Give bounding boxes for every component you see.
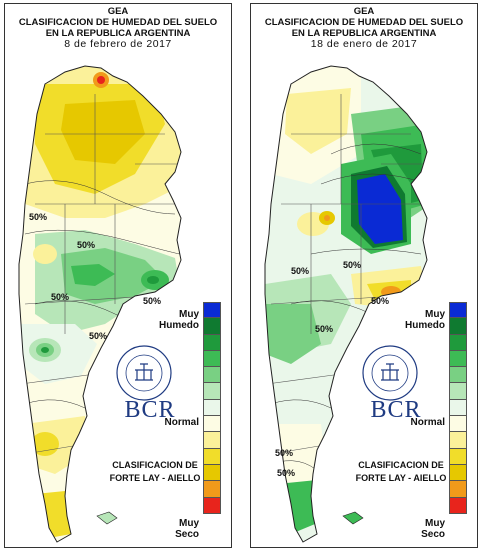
legend-swatch <box>203 350 221 368</box>
map-panel-feb: 50% 50% 50% 50% 50% GEA CLASIFICACION DE… <box>4 3 232 548</box>
legend-swatch <box>203 318 221 335</box>
legend-swatch <box>449 350 467 368</box>
map-header: GEA CLASIFICACION DE HUMEDAD DEL SUELO E… <box>5 6 231 50</box>
legend-swatch <box>449 334 467 351</box>
contour-label: 50% <box>315 324 333 334</box>
malvinas-islands <box>96 511 118 525</box>
map-panel-jan: 50% 50% 50% 50% 50% 50% GEA CLASIFICACIO… <box>250 3 478 548</box>
map-header: GEA CLASIFICACION DE HUMEDAD DEL SUELO E… <box>251 6 477 50</box>
bcr-seal-icon <box>362 345 418 401</box>
argentina-map-jan: 50% 50% 50% 50% 50% 50% <box>264 65 428 543</box>
malvinas-islands <box>342 511 364 525</box>
bcr-logo: BCR <box>124 397 176 423</box>
legend-swatch <box>449 416 467 433</box>
header-date: 18 de enero de 2017 <box>310 38 418 50</box>
legend-swatch <box>203 367 221 384</box>
header-subtitle: EN LA REPUBLICA ARGENTINA <box>291 28 437 39</box>
contour-label: 50% <box>29 212 47 222</box>
legend-swatch <box>449 464 467 482</box>
contour-label: 50% <box>51 292 69 302</box>
argentina-map-feb: 50% 50% 50% 50% 50% <box>18 65 182 543</box>
legend-scale <box>449 302 467 514</box>
bcr-logo: BCR <box>370 397 422 423</box>
legend-swatch <box>449 481 467 498</box>
legend-swatch <box>203 481 221 498</box>
legend-label-humid: Muy Humedo <box>405 309 445 331</box>
legend-swatch <box>203 334 221 351</box>
contour-label: 50% <box>275 448 293 458</box>
legend-label-dry: Muy Seco <box>421 518 445 540</box>
header-org: GEA <box>353 6 375 17</box>
legend-swatch <box>449 497 467 514</box>
legend-label-dry: Muy Seco <box>175 518 199 540</box>
legend-label-humid: Muy Humedo <box>159 309 199 331</box>
legend-swatch <box>203 464 221 482</box>
classification-caption: CLASIFICACION DE FORTE LAY - AIELLO <box>109 460 201 483</box>
legend-swatch <box>449 302 467 319</box>
header-date: 8 de febrero de 2017 <box>64 38 172 50</box>
contour-label: 50% <box>89 331 107 341</box>
legend-swatch <box>203 383 221 400</box>
contour-label: 50% <box>277 468 295 478</box>
contour-label: 50% <box>343 260 361 270</box>
bcr-seal-icon <box>116 345 172 401</box>
legend-swatch <box>449 367 467 384</box>
contour-label: 50% <box>143 296 161 306</box>
legend-swatch <box>203 302 221 319</box>
header-title: CLASIFICACION DE HUMEDAD DEL SUELO <box>18 17 218 28</box>
legend-label-normal: Normal <box>410 417 445 428</box>
header-subtitle: EN LA REPUBLICA ARGENTINA <box>45 28 191 39</box>
contour-label: 50% <box>291 266 309 276</box>
classification-caption: CLASIFICACION DE FORTE LAY - AIELLO <box>355 460 447 483</box>
legend-label-normal: Normal <box>164 417 199 428</box>
legend-swatch <box>449 399 467 417</box>
header-title: CLASIFICACION DE HUMEDAD DEL SUELO <box>264 17 464 28</box>
legend-swatch <box>203 432 221 449</box>
legend-swatch <box>203 416 221 433</box>
legend-scale <box>203 302 221 514</box>
legend-swatch <box>449 383 467 400</box>
legend-swatch <box>449 448 467 465</box>
legend-swatch <box>449 318 467 335</box>
legend-swatch <box>203 497 221 514</box>
contour-label: 50% <box>77 240 95 250</box>
header-org: GEA <box>107 6 129 17</box>
legend-swatch <box>449 432 467 449</box>
contour-label: 50% <box>371 296 389 306</box>
legend-swatch <box>203 448 221 465</box>
legend-swatch <box>203 399 221 417</box>
